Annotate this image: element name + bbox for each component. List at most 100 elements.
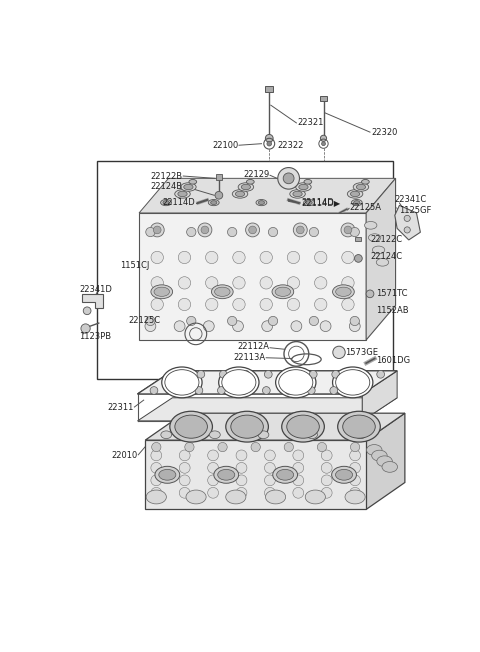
Ellipse shape [369, 234, 381, 241]
Ellipse shape [350, 191, 360, 197]
Text: 22112A: 22112A [237, 342, 269, 351]
Circle shape [205, 276, 218, 289]
Polygon shape [265, 86, 273, 92]
Circle shape [178, 299, 191, 310]
Polygon shape [137, 371, 397, 394]
Ellipse shape [208, 200, 219, 205]
Circle shape [233, 276, 245, 289]
Circle shape [152, 443, 161, 452]
Circle shape [208, 488, 218, 498]
Circle shape [264, 462, 276, 473]
Circle shape [236, 475, 247, 486]
Circle shape [268, 228, 277, 237]
Circle shape [287, 251, 300, 263]
Ellipse shape [146, 490, 167, 504]
Ellipse shape [364, 222, 377, 229]
Circle shape [187, 228, 196, 237]
Text: 22122B: 22122B [150, 171, 182, 181]
Ellipse shape [231, 415, 264, 438]
Ellipse shape [279, 370, 313, 395]
Circle shape [293, 488, 304, 498]
Circle shape [355, 254, 362, 262]
Circle shape [321, 450, 332, 461]
Circle shape [333, 346, 345, 359]
Circle shape [251, 443, 260, 452]
Circle shape [350, 228, 360, 237]
Circle shape [205, 299, 218, 310]
Ellipse shape [189, 179, 197, 184]
Circle shape [262, 321, 273, 332]
Ellipse shape [333, 367, 373, 398]
Text: 22341C: 22341C [395, 196, 427, 204]
Ellipse shape [372, 246, 385, 254]
Circle shape [366, 290, 374, 298]
Circle shape [322, 141, 325, 145]
Text: 22322: 22322 [277, 141, 303, 151]
Circle shape [349, 475, 360, 486]
Ellipse shape [282, 411, 324, 442]
Text: 22114D▶: 22114D▶ [302, 198, 341, 207]
Ellipse shape [305, 490, 325, 504]
Circle shape [321, 488, 332, 498]
Circle shape [233, 251, 245, 263]
Circle shape [249, 226, 256, 234]
Text: 1152AB: 1152AB [376, 306, 409, 316]
Text: 22311: 22311 [107, 404, 133, 412]
Circle shape [342, 251, 354, 263]
Ellipse shape [338, 411, 380, 442]
Ellipse shape [184, 185, 193, 190]
Circle shape [268, 316, 277, 325]
Ellipse shape [265, 490, 286, 504]
Circle shape [150, 223, 164, 237]
Circle shape [296, 226, 304, 234]
Circle shape [204, 321, 214, 332]
Circle shape [342, 299, 354, 310]
Polygon shape [321, 96, 326, 101]
Ellipse shape [367, 445, 382, 455]
Circle shape [218, 443, 227, 452]
Circle shape [236, 488, 247, 498]
Circle shape [153, 226, 161, 234]
Ellipse shape [306, 201, 312, 205]
Circle shape [146, 316, 155, 325]
Circle shape [264, 370, 272, 378]
Circle shape [179, 475, 190, 486]
Ellipse shape [214, 466, 239, 483]
Circle shape [342, 276, 354, 289]
Circle shape [287, 370, 295, 378]
Circle shape [178, 251, 191, 263]
Ellipse shape [159, 469, 176, 480]
Text: 22100: 22100 [212, 141, 238, 151]
Circle shape [404, 227, 410, 233]
Circle shape [246, 223, 260, 237]
Circle shape [179, 488, 190, 498]
Circle shape [264, 488, 276, 498]
Ellipse shape [209, 431, 220, 439]
Circle shape [352, 387, 360, 394]
Text: 22125A: 22125A [350, 203, 382, 212]
Text: 22122C: 22122C [370, 235, 402, 244]
Circle shape [236, 450, 247, 461]
Polygon shape [395, 205, 420, 240]
Ellipse shape [351, 200, 362, 205]
Ellipse shape [175, 190, 190, 198]
Circle shape [151, 299, 163, 310]
Ellipse shape [336, 370, 370, 395]
Ellipse shape [161, 200, 171, 205]
Ellipse shape [382, 462, 397, 472]
Polygon shape [366, 413, 405, 509]
Circle shape [195, 387, 203, 394]
Circle shape [344, 226, 352, 234]
Circle shape [178, 276, 191, 289]
Text: 22114D: 22114D [162, 198, 195, 207]
Circle shape [146, 228, 155, 237]
Ellipse shape [287, 415, 319, 438]
Ellipse shape [154, 287, 169, 297]
Ellipse shape [175, 415, 207, 438]
Circle shape [81, 324, 90, 333]
Circle shape [179, 450, 190, 461]
Text: 22125C: 22125C [129, 316, 161, 325]
Circle shape [264, 475, 276, 486]
Circle shape [309, 316, 319, 325]
Polygon shape [137, 398, 397, 421]
